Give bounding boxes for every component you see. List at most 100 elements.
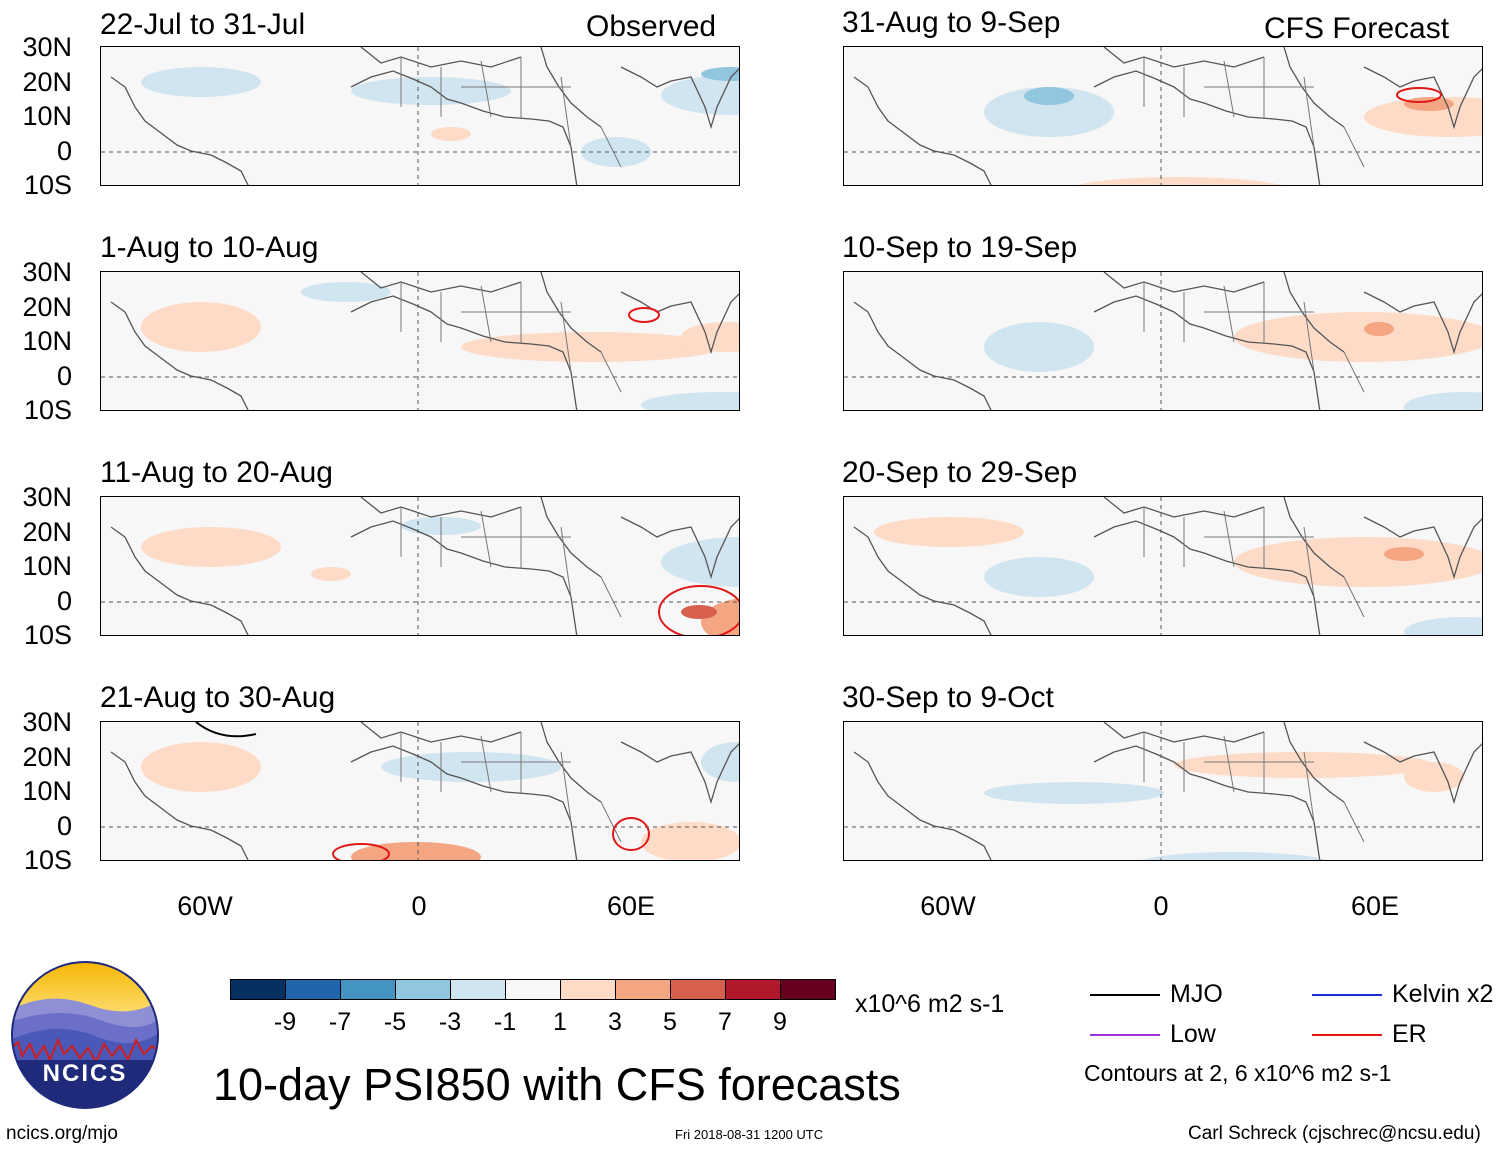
map-panel [843,271,1483,411]
anomaly-region [141,527,281,567]
er-contour [658,585,739,635]
lat-label: 10N [22,551,72,581]
colorbar-tick-label: -9 [273,1008,297,1036]
legend-label-kelvin: Kelvin x2 [1392,980,1494,1008]
anomaly-region [661,537,739,587]
colorbar-swatch [340,979,396,1000]
legend-line-low [1090,1034,1160,1036]
footer-timestamp: Fri 2018-08-31 1200 UTC [675,1127,824,1142]
anomaly-region [984,782,1164,804]
lat-label: 20N [22,66,72,97]
anomaly-region [1364,97,1482,137]
panel-label-observed: Observed [586,10,717,43]
coastline [853,272,1482,410]
lon-label: 0 [411,891,427,921]
colorbar-swatch [450,979,506,1000]
panel-title: 22-Jul to 31-Jul [100,8,306,41]
legend-label-er: ER [1392,1020,1427,1048]
anomaly-region [681,605,717,619]
lat-label: 30N [22,482,72,512]
main-title: 10-day PSI850 with CFS forecasts [213,1059,901,1110]
colorbar-tick-label: -1 [493,1008,517,1036]
coastline [853,47,1482,185]
anomaly-region [701,598,739,635]
lat-label: 20N [22,741,72,772]
anomaly-region [701,67,739,81]
anomaly-region [641,392,739,410]
map-panel [100,46,740,186]
lat-label: 20N [22,291,72,322]
panel-title: 30-Sep to 9-Oct [842,681,1054,714]
colorbar-swatch [395,979,451,1000]
lat-label: 20N [22,516,72,547]
lat-label: 0 [56,360,72,391]
anomaly-region [874,517,1024,547]
legend-line-kelvin [1312,994,1382,996]
lat-label: 0 [56,810,72,841]
anomaly-region [1404,762,1464,792]
lat-label: 0 [56,135,72,166]
colorbar-swatch [670,979,726,1000]
anomaly-region [1141,852,1327,860]
colorbar-tick-label: -5 [383,1008,407,1036]
footer-author: Carl Schreck (cjschrec@ncsu.edu) [1188,1123,1481,1144]
map-panel [100,271,740,411]
country-borders [1143,57,1365,168]
lat-label: 30N [22,32,72,62]
anomaly-region [681,322,739,352]
country-borders [1143,732,1365,843]
anomaly-region [351,77,511,105]
lon-label: 60W [177,891,233,921]
coastline [110,497,739,635]
panel-title: 20-Sep to 29-Sep [842,456,1078,489]
colorbar-tick-label: 1 [553,1008,567,1036]
anomaly-region [351,842,481,860]
lat-label: 10S [23,620,72,650]
coastline [110,47,739,185]
colorbar-swatch [780,979,836,1000]
colorbar-tick-label: 5 [663,1008,677,1036]
anomaly-region [1364,322,1394,336]
anomaly-region [381,752,561,782]
country-borders [400,507,622,618]
anomaly-region [1404,392,1482,410]
map-panel [843,721,1483,861]
panel-title: 10-Sep to 19-Sep [842,231,1078,264]
footer-url[interactable]: ncics.org/mjo [6,1123,118,1144]
country-borders [400,732,622,843]
colorbar-swatch [725,979,781,1000]
lon-label: 60W [920,891,976,921]
lat-label: 10N [22,776,72,806]
coastline [110,272,739,410]
map-panel [100,721,740,861]
anomaly-region [1404,97,1454,111]
lon-label: 0 [1153,891,1169,921]
er-contour [612,817,650,851]
country-borders [400,282,622,393]
lat-label: 10S [23,845,72,875]
coastline [853,497,1482,635]
lat-label: 30N [22,257,72,287]
anomaly-region [141,302,261,352]
anomaly-region [1384,547,1424,561]
map-panel [843,496,1483,636]
mjo-contour [195,722,257,738]
anomaly-region [1024,87,1074,105]
country-borders [1143,507,1365,618]
lat-label: 10S [23,395,72,425]
anomaly-region [301,282,391,302]
colorbar-swatch [505,979,561,1000]
panel-title: 1-Aug to 10-Aug [100,231,319,264]
colorbar-tick-label: -3 [438,1008,462,1036]
lat-label: 30N [22,707,72,737]
anomaly-region [141,67,261,97]
colorbar-tick-label: -7 [328,1008,352,1036]
colorbar-swatch [615,979,671,1000]
colorbar-tick-label: 3 [608,1008,622,1036]
legend-line-mjo [1090,994,1160,996]
colorbar-swatch [285,979,341,1000]
lat-label: 10N [22,326,72,356]
anomaly-region [311,567,351,581]
legend-label-low: Low [1170,1020,1216,1048]
anomaly-region [1234,312,1482,362]
